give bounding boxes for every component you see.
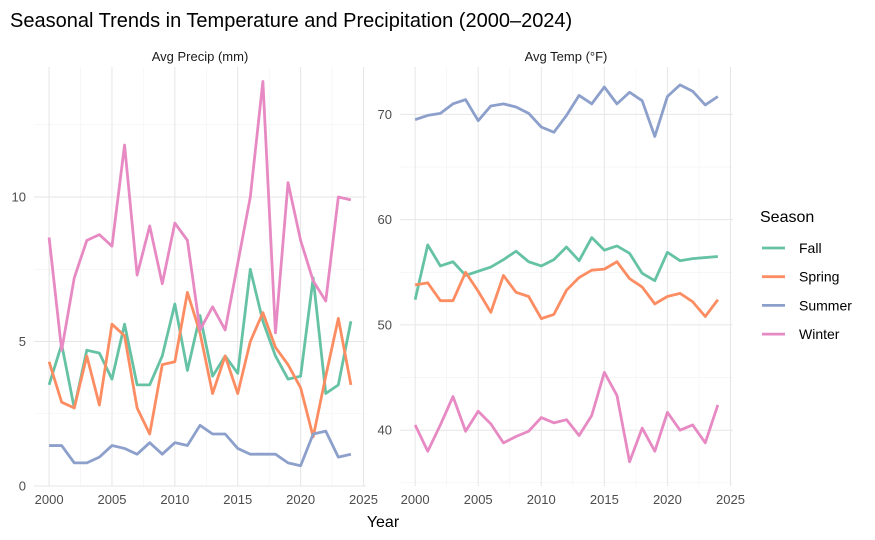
grid-temp [400, 67, 733, 486]
x-tick-label: 2020 [286, 492, 315, 507]
legend-label-winter: Winter [799, 326, 840, 342]
series-line-spring [414, 260, 719, 321]
panel-precip: Avg Precip (mm) 0 5 10 2000 2005 2010 2015 202… [12, 49, 378, 507]
x-tick-label: 2015 [590, 492, 619, 507]
x-tick-label: 2010 [160, 492, 189, 507]
x-tick-label: 2015 [223, 492, 252, 507]
series-line-summer [49, 423, 352, 468]
grid-precip [34, 67, 366, 487]
x-ticks-temp: 2000 2005 2010 2015 2020 2025 [401, 492, 745, 507]
x-tick-label: 2005 [464, 492, 493, 507]
y-ticks-temp: 40 50 60 70 [378, 107, 392, 438]
series-line-winter [47, 80, 352, 352]
y-tick-label: 40 [378, 423, 392, 438]
legend-label-fall: Fall [799, 240, 822, 256]
y-tick-label: 0 [19, 479, 26, 494]
series-line-fall [47, 267, 353, 410]
lines-precip [47, 80, 353, 468]
x-tick-label: 2005 [98, 492, 127, 507]
series-line-spring [47, 290, 353, 439]
lines-temp [413, 83, 720, 464]
x-tick-label: 2000 [35, 492, 64, 507]
x-tick-label: 2000 [401, 492, 430, 507]
series-line-summer [414, 83, 719, 138]
y-tick-label: 5 [19, 334, 26, 349]
y-tick-label: 70 [378, 107, 392, 122]
x-ticks-precip: 2000 2005 2010 2015 2020 2025 [35, 492, 378, 507]
legend-label-summer: Summer [799, 297, 852, 313]
y-tick-label: 10 [12, 190, 26, 205]
strip-label-temp: Avg Temp (°F) [525, 49, 608, 64]
legend: Season Fall Spring Summer Winter [760, 209, 852, 342]
y-tick-label: 60 [378, 212, 392, 227]
chart-title: Seasonal Trends in Temperature and Preci… [10, 10, 572, 32]
strip-label-precip: Avg Precip (mm) [152, 49, 249, 64]
y-ticks-precip: 0 5 10 [12, 190, 26, 494]
legend-label-spring: Spring [799, 269, 839, 285]
x-tick-label: 2010 [527, 492, 556, 507]
legend-title: Season [760, 209, 814, 226]
x-tick-label: 2025 [716, 492, 745, 507]
series-line-winter [413, 370, 720, 464]
legend-items: Fall Spring Summer Winter [762, 240, 852, 342]
y-tick-label: 50 [378, 317, 392, 332]
x-tick-label: 2020 [653, 492, 682, 507]
x-axis-label: Year [367, 514, 400, 531]
x-tick-label: 2025 [349, 492, 378, 507]
